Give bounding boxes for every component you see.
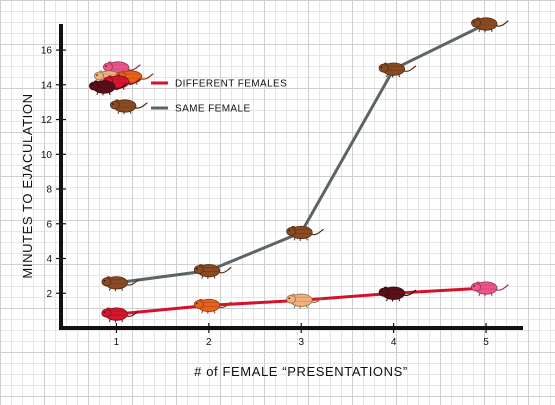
x-tick-label: 5 (483, 337, 489, 348)
series-markers (101, 17, 509, 323)
series-lines (116, 22, 487, 316)
data-point-rat-icon-same-1 (101, 276, 140, 292)
legend-rat-icon (109, 99, 148, 115)
legend-rat-cluster (88, 61, 154, 115)
data-point-rat-icon-different-5 (471, 281, 509, 297)
legend-rat-icon (88, 80, 127, 96)
x-tick-label: 1 (114, 337, 120, 348)
x-tick-label: 3 (298, 337, 304, 348)
legend-label-different-females: DIFFERENT FEMALES (175, 79, 287, 90)
y-tick-label: 8 (46, 185, 52, 196)
data-point-rat-icon-different-4 (378, 286, 417, 302)
series-line-same-female (116, 22, 487, 285)
y-tick-label: 16 (41, 46, 53, 57)
y-tick-label: 4 (46, 254, 52, 265)
data-point-rat-icon-same-2 (193, 264, 232, 280)
y-tick-label: 12 (41, 115, 53, 126)
data-point-rat-icon-different-1 (101, 307, 140, 323)
legend: DIFFERENT FEMALES SAME FEMALE (88, 61, 287, 115)
x-tick-label: 2 (206, 337, 212, 348)
y-tick-label: 10 (41, 150, 53, 161)
data-point-rat-icon-different-2 (193, 298, 232, 314)
data-point-rat-icon-same-3 (286, 225, 324, 241)
y-tick-label: 14 (41, 80, 53, 91)
data-point-rat-icon-same-5 (471, 17, 509, 33)
x-axis-title: # of FEMALE “PRESENTATIONS” (194, 364, 408, 379)
legend-label-same-female: SAME FEMALE (175, 104, 251, 115)
y-axis-title: MINUTES TO EJACULATION (20, 93, 35, 278)
data-point-rat-icon-same-4 (378, 62, 417, 78)
y-tick-label: 6 (46, 219, 52, 230)
data-point-rat-icon-different-3 (286, 293, 324, 309)
axes (59, 24, 523, 330)
y-tick-label: 2 (46, 289, 52, 300)
x-tick-label: 4 (391, 337, 397, 348)
